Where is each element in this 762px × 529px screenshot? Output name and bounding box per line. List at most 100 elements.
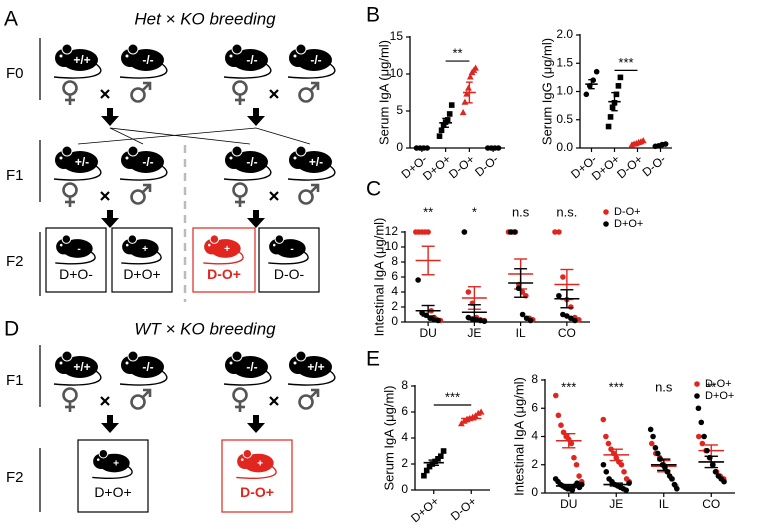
y-tick-label: 1.0 bbox=[556, 84, 573, 98]
data-point bbox=[648, 440, 655, 447]
data-point bbox=[674, 485, 680, 492]
mouse-tail bbox=[121, 251, 162, 265]
data-point bbox=[669, 476, 675, 482]
mouse-eye bbox=[272, 243, 276, 247]
mouse-icon: +/+ bbox=[53, 43, 102, 79]
data-point bbox=[576, 473, 582, 479]
offspring-box bbox=[45, 227, 107, 293]
legend-marker bbox=[603, 209, 609, 215]
diagram-title: Het × KO breeding bbox=[134, 9, 276, 28]
data-point bbox=[617, 74, 624, 81]
data-point bbox=[527, 317, 534, 324]
mouse-icon: -/- bbox=[287, 43, 336, 79]
legend-marker bbox=[694, 381, 700, 387]
mouse-ear bbox=[61, 145, 73, 157]
data-point bbox=[603, 433, 609, 440]
male-symbol bbox=[141, 81, 152, 92]
data-point bbox=[647, 426, 654, 433]
data-point bbox=[426, 463, 433, 470]
data-point bbox=[695, 433, 702, 440]
male-symbol bbox=[309, 388, 320, 399]
significance: *** bbox=[618, 55, 633, 70]
offspring-label: D-O+ bbox=[240, 484, 274, 500]
y-tick-label: 6 bbox=[401, 404, 408, 418]
genotype: +/+ bbox=[73, 360, 90, 374]
data-point bbox=[472, 64, 480, 71]
x-tick-label: IL bbox=[659, 497, 669, 511]
y-tick-label: 10 bbox=[390, 66, 404, 80]
generation-label: F2 bbox=[6, 253, 24, 270]
data-point bbox=[574, 480, 580, 486]
genotype: +/+ bbox=[307, 360, 324, 374]
significance: n.s. bbox=[556, 204, 577, 219]
down-arrow bbox=[247, 210, 265, 228]
mouse-tail bbox=[92, 465, 133, 479]
genotype: -/- bbox=[142, 155, 153, 169]
y-tick-label: 0 bbox=[401, 482, 408, 496]
data-point bbox=[605, 440, 612, 447]
y-axis-label: Intestinal IgA (μg/ml) bbox=[371, 218, 386, 337]
data-point bbox=[569, 487, 576, 493]
significance: * bbox=[472, 204, 477, 219]
significance: ** bbox=[452, 46, 462, 61]
x-tick-label: JE bbox=[609, 497, 623, 511]
data-point bbox=[436, 133, 443, 139]
mouse-icon: - bbox=[55, 234, 96, 265]
significance: *** bbox=[609, 379, 624, 394]
significance: n.s bbox=[512, 204, 530, 219]
data-point bbox=[652, 445, 659, 451]
data-point bbox=[560, 274, 566, 280]
x-tick-label: D-O- bbox=[472, 152, 501, 179]
genotype: -/- bbox=[246, 53, 257, 67]
genotype: - bbox=[77, 244, 80, 255]
data-point bbox=[609, 104, 616, 111]
mouse-eye bbox=[125, 54, 129, 58]
cross-line bbox=[109, 127, 144, 145]
y-tick-label: 0.0 bbox=[556, 140, 573, 154]
data-point bbox=[568, 440, 575, 447]
y-tick-label: 0 bbox=[531, 485, 538, 499]
offspring-label: D+O+ bbox=[94, 484, 131, 500]
mouse-eye bbox=[229, 156, 233, 160]
legend-label: D-O+ bbox=[614, 206, 641, 218]
data-point bbox=[438, 127, 445, 134]
mouse-eye bbox=[125, 361, 129, 365]
y-tick-label: 6 bbox=[531, 400, 538, 414]
mouse-tail bbox=[287, 63, 336, 79]
genotype: -/- bbox=[310, 53, 321, 67]
mouse-tail bbox=[53, 370, 102, 386]
y-tick-label: 8 bbox=[531, 372, 538, 386]
legend-marker bbox=[694, 393, 700, 399]
offspring-label: D-O+ bbox=[207, 266, 241, 282]
x-tick-label: IL bbox=[516, 326, 526, 340]
data-point bbox=[552, 392, 559, 399]
male-symbol bbox=[130, 189, 146, 205]
data-point bbox=[511, 229, 518, 235]
data-point bbox=[712, 469, 719, 475]
mouse-tail bbox=[287, 370, 336, 386]
x-tick-label: DU bbox=[560, 497, 577, 511]
data-point bbox=[704, 447, 710, 454]
genotype: - bbox=[290, 244, 293, 255]
data-point bbox=[466, 73, 474, 80]
generation-label: F1 bbox=[6, 372, 24, 389]
female-symbol bbox=[232, 387, 248, 403]
mouse-icon: + bbox=[236, 448, 277, 479]
mouse-ear bbox=[98, 448, 109, 459]
y-tick-label: 5 bbox=[396, 103, 403, 117]
male-symbol bbox=[309, 183, 320, 194]
y-tick-label: 0.5 bbox=[556, 112, 573, 126]
mouse-eye bbox=[59, 361, 63, 365]
mouse-tail bbox=[287, 165, 336, 181]
x-tick-label: D+O+ bbox=[408, 494, 442, 525]
y-tick-label: 2 bbox=[401, 456, 408, 470]
diagram-title: WT × KO breeding bbox=[134, 319, 276, 338]
cross-line bbox=[109, 127, 251, 145]
mouse-eye bbox=[125, 243, 129, 247]
legend-marker bbox=[603, 221, 609, 227]
data-point bbox=[603, 469, 610, 475]
mouse-icon: -/- bbox=[119, 350, 168, 386]
data-point bbox=[571, 454, 577, 461]
genotype: -/- bbox=[246, 155, 257, 169]
